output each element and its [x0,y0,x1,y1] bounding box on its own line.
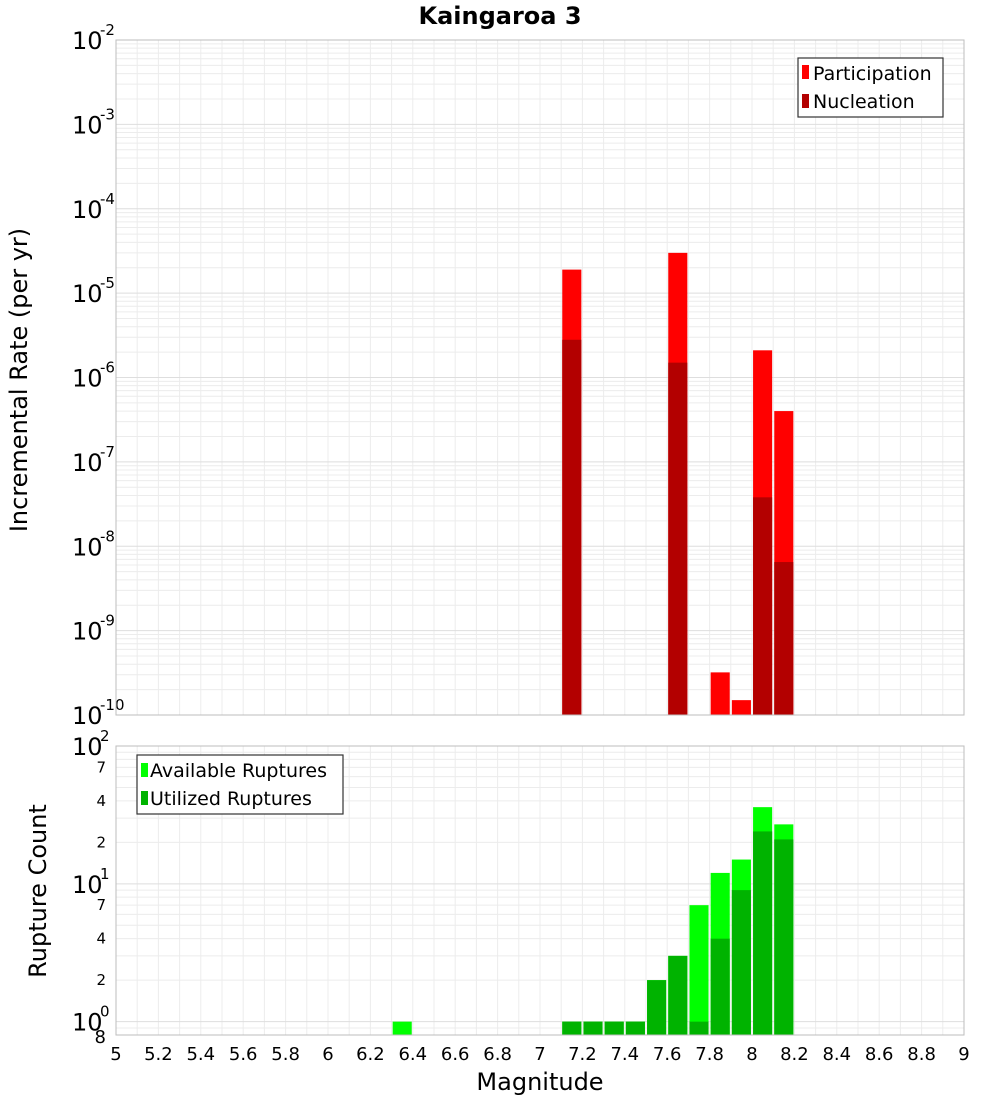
x-tick-label: 6.4 [398,1044,427,1065]
count-y-minor-tick-label: 2 [96,833,106,851]
count-y-minor-tick-label: 4 [96,930,106,948]
rate-y-tick-exponent: -5 [100,274,115,292]
count-y-tick-exponent: 0 [100,1003,110,1021]
x-tick-label: 5.4 [186,1044,215,1065]
rate-y-tick-label: 10 [72,365,103,393]
bar-utilized-ruptures [689,1021,709,1035]
bar-participation [731,700,751,715]
count-bars [392,807,794,1035]
legend-label-participation: Participation [813,63,932,85]
rate-plot-area [115,39,965,716]
count-y-tick-label: 10 [72,1009,103,1037]
x-tick-label: 6.6 [441,1044,470,1065]
rate-y-tick-exponent: -9 [100,612,115,630]
rate-y-tick-label: 10 [72,27,103,55]
x-tick-label: 6.8 [483,1044,512,1065]
rate-y-tick-exponent: -4 [100,190,115,208]
bar-nucleation [562,339,582,715]
bar-utilized-ruptures [562,1021,582,1035]
x-tick-label: 5.2 [144,1044,173,1065]
bar-available-ruptures [689,905,709,1035]
count-y-tick-label: 10 [72,733,103,761]
x-tick-label: 8.2 [780,1044,809,1065]
count-y-minor-tick-label: 7 [96,758,106,776]
count-y-minor-tick-label: 4 [96,792,106,810]
bar-utilized-ruptures [731,890,751,1035]
x-tick-label: 5.8 [271,1044,300,1065]
bar-utilized-ruptures [753,831,773,1035]
x-tick-label: 7.2 [568,1044,597,1065]
bar-utilized-ruptures [774,839,794,1035]
rate-y-tick-exponent: -2 [100,21,115,39]
x-tick-label: 6 [322,1044,333,1065]
rate-y-tick-label: 10 [72,449,103,477]
x-tick-label: 7.8 [695,1044,724,1065]
legend-label-available: Available Ruptures [150,760,327,782]
bar-participation [710,672,730,715]
x-tick-label: 5.6 [229,1044,258,1065]
bar-utilized-ruptures [583,1021,603,1035]
count-y-minor-tick-label: 2 [96,971,106,989]
rate-legend-box [797,57,944,118]
count-y-tick-exponent: 1 [100,865,110,883]
count-y-tick-label: 10 [72,871,103,899]
x-tick-label: 8.4 [822,1044,851,1065]
count-y-minor-tick-label: 7 [96,896,106,914]
rate-y-tick-label: 10 [72,196,103,224]
bar-utilized-ruptures [668,955,688,1035]
x-tick-label: 8 [746,1044,757,1065]
x-tick-label: 7 [534,1044,545,1065]
rate-y-tick-exponent: -3 [100,105,115,123]
bar-utilized-ruptures [604,1021,624,1035]
rate-y-tick-label: 10 [72,280,103,308]
count-legend-box [136,754,344,815]
rate-bars [562,252,794,715]
legend-swatch-nucleation [802,94,809,108]
rate-y-axis-label: Incremental Rate (per yr) [5,228,33,532]
legend-label-utilized: Utilized Ruptures [150,788,312,810]
legend-swatch-utilized [141,791,148,805]
legend-swatch-available [141,763,148,777]
count-plot-area [115,745,965,1036]
rate-y-tick-label: 10 [72,111,103,139]
x-tick-label: 9 [958,1044,969,1065]
bar-nucleation [753,497,773,715]
rate-gridlines [115,40,965,716]
count-y-minor-tick-label: 8 [95,1027,106,1048]
bar-utilized-ruptures [625,1021,645,1035]
x-tick-label: 8.6 [865,1044,894,1065]
x-axis-label: Magnitude [476,1068,603,1096]
x-tick-labels: 5 5.2 5.4 5.6 5.8 6 6.2 6.4 6.6 6.8 7 7.2 7.4 7.6 7.8 8… [110,1044,969,1065]
bar-nucleation [774,562,794,715]
chart-title: Kaingaroa 3 [418,2,581,30]
bar-nucleation [668,362,688,715]
x-tick-label: 7.6 [653,1044,682,1065]
legend-swatch-participation [802,65,809,79]
rate-y-tick-label: 10 [72,702,103,730]
rate-y-tick-label: 10 [72,618,103,646]
x-tick-label: 6.2 [356,1044,385,1065]
rate-y-tick-exponent: -6 [100,359,115,377]
count-y-tick-exponent: 2 [100,727,110,745]
rate-y-tick-exponent: -7 [100,443,115,461]
rate-y-tick-exponent: -8 [100,527,115,545]
rate-legend: Participation Nucleation [797,57,944,118]
rate-y-tick-exponent: -10 [100,696,125,714]
bar-utilized-ruptures [710,938,730,1035]
x-tick-label: 5 [110,1044,121,1065]
legend-label-nucleation: Nucleation [813,91,915,113]
bar-utilized-ruptures [647,980,667,1035]
bar-available-ruptures [392,1021,412,1035]
x-tick-label: 7.4 [610,1044,639,1065]
rate-y-tick-label: 10 [72,533,103,561]
count-legend: Available Ruptures Utilized Ruptures [136,754,344,815]
count-y-axis-label: Rupture Count [24,804,52,978]
count-gridlines [115,746,965,1036]
x-tick-label: 8.8 [907,1044,936,1065]
